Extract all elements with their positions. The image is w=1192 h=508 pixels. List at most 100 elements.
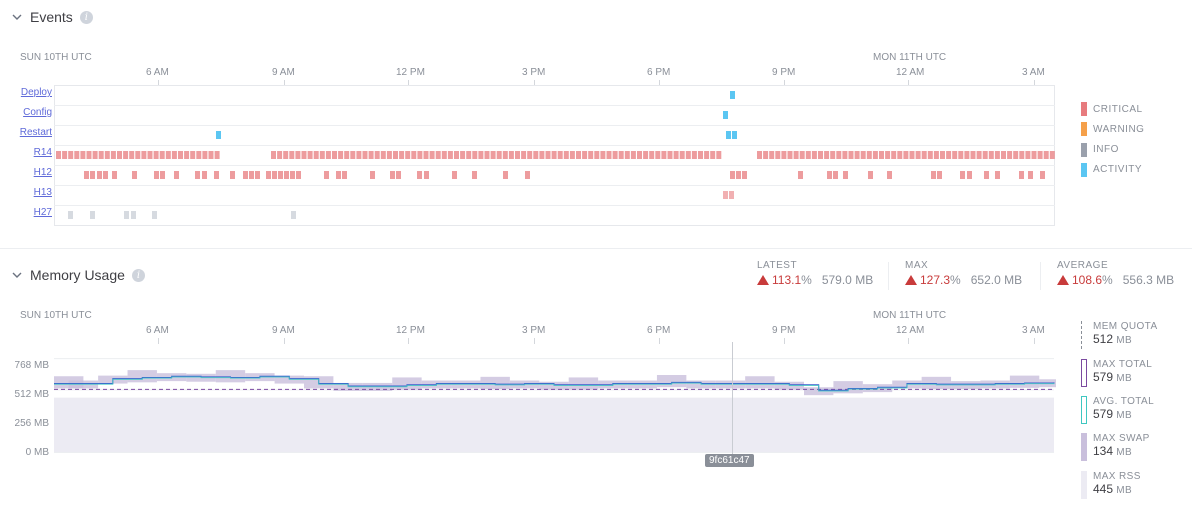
- events-section-header[interactable]: Events i: [12, 9, 93, 25]
- event-mark[interactable]: [208, 151, 214, 159]
- event-mark[interactable]: [291, 211, 296, 219]
- event-mark[interactable]: [811, 151, 817, 159]
- event-mark[interactable]: [525, 171, 530, 179]
- event-mark[interactable]: [1040, 171, 1045, 179]
- legend-max-rss[interactable]: MAX RSS 445 MB: [1081, 471, 1141, 499]
- event-mark[interactable]: [283, 151, 289, 159]
- event-mark[interactable]: [216, 131, 221, 139]
- event-mark[interactable]: [921, 151, 927, 159]
- event-mark[interactable]: [374, 151, 380, 159]
- event-mark[interactable]: [174, 171, 179, 179]
- event-mark[interactable]: [103, 171, 108, 179]
- event-mark[interactable]: [798, 171, 803, 179]
- event-mark[interactable]: [396, 171, 401, 179]
- event-mark[interactable]: [600, 151, 606, 159]
- event-mark[interactable]: [933, 151, 939, 159]
- event-mark[interactable]: [927, 151, 933, 159]
- event-mark[interactable]: [447, 151, 453, 159]
- row-label-restart[interactable]: Restart: [19, 127, 52, 138]
- legend-mem-quota[interactable]: MEM QUOTA 512 MB: [1081, 321, 1158, 349]
- event-mark[interactable]: [271, 151, 276, 159]
- event-mark[interactable]: [710, 151, 716, 159]
- event-mark[interactable]: [679, 151, 685, 159]
- event-mark[interactable]: [952, 151, 958, 159]
- event-mark[interactable]: [885, 151, 891, 159]
- event-mark[interactable]: [726, 131, 731, 139]
- event-mark[interactable]: [515, 151, 520, 159]
- event-mark[interactable]: [637, 151, 642, 159]
- event-mark[interactable]: [805, 151, 811, 159]
- event-mark[interactable]: [897, 151, 903, 159]
- event-mark[interactable]: [243, 171, 248, 179]
- event-mark[interactable]: [937, 171, 942, 179]
- event-mark[interactable]: [781, 151, 787, 159]
- event-mark[interactable]: [214, 171, 219, 179]
- event-mark[interactable]: [830, 151, 836, 159]
- event-mark[interactable]: [342, 171, 347, 179]
- event-mark[interactable]: [80, 151, 86, 159]
- event-mark[interactable]: [624, 151, 630, 159]
- event-mark[interactable]: [284, 171, 289, 179]
- event-mark[interactable]: [667, 151, 673, 159]
- legend-max-total[interactable]: MAX TOTAL 579 MB: [1081, 359, 1152, 387]
- event-mark[interactable]: [742, 171, 747, 179]
- event-mark[interactable]: [860, 151, 866, 159]
- event-mark[interactable]: [171, 151, 177, 159]
- event-mark[interactable]: [441, 151, 447, 159]
- event-mark[interactable]: [836, 151, 842, 159]
- event-mark[interactable]: [307, 151, 313, 159]
- event-mark[interactable]: [472, 151, 478, 159]
- event-mark[interactable]: [988, 151, 994, 159]
- event-mark[interactable]: [386, 151, 392, 159]
- event-mark[interactable]: [325, 151, 331, 159]
- event-mark[interactable]: [704, 151, 710, 159]
- event-mark[interactable]: [533, 151, 539, 159]
- event-mark[interactable]: [661, 151, 667, 159]
- event-mark[interactable]: [1007, 151, 1013, 159]
- event-mark[interactable]: [272, 171, 277, 179]
- event-mark[interactable]: [429, 151, 435, 159]
- event-mark[interactable]: [691, 151, 697, 159]
- event-mark[interactable]: [332, 151, 337, 159]
- event-mark[interactable]: [178, 151, 183, 159]
- event-mark[interactable]: [496, 151, 502, 159]
- event-mark[interactable]: [903, 151, 909, 159]
- event-mark[interactable]: [958, 151, 964, 159]
- event-mark[interactable]: [655, 151, 661, 159]
- event-mark[interactable]: [1037, 151, 1043, 159]
- event-mark[interactable]: [124, 211, 129, 219]
- event-mark[interactable]: [62, 151, 68, 159]
- event-mark[interactable]: [295, 151, 301, 159]
- event-mark[interactable]: [159, 151, 165, 159]
- event-mark[interactable]: [255, 171, 260, 179]
- event-mark[interactable]: [301, 151, 307, 159]
- row-label-h13[interactable]: H13: [33, 187, 52, 198]
- event-mark[interactable]: [527, 151, 533, 159]
- event-mark[interactable]: [521, 151, 527, 159]
- event-mark[interactable]: [466, 151, 472, 159]
- event-mark[interactable]: [775, 151, 781, 159]
- event-mark[interactable]: [278, 171, 283, 179]
- event-mark[interactable]: [1028, 171, 1033, 179]
- row-label-deploy[interactable]: Deploy: [20, 87, 52, 98]
- event-mark[interactable]: [356, 151, 362, 159]
- event-mark[interactable]: [868, 171, 873, 179]
- legend-avg-total[interactable]: AVG. TOTAL 579 MB: [1081, 396, 1154, 424]
- event-mark[interactable]: [56, 151, 61, 159]
- event-mark[interactable]: [716, 151, 722, 159]
- legend-item-info[interactable]: INFO: [1081, 142, 1119, 157]
- event-mark[interactable]: [160, 171, 165, 179]
- event-mark[interactable]: [324, 171, 329, 179]
- event-mark[interactable]: [266, 171, 271, 179]
- event-mark[interactable]: [249, 171, 254, 179]
- event-mark[interactable]: [842, 151, 848, 159]
- event-mark[interactable]: [872, 151, 878, 159]
- row-label-h12[interactable]: H12: [33, 167, 52, 178]
- event-mark[interactable]: [824, 151, 830, 159]
- event-mark[interactable]: [1043, 151, 1049, 159]
- event-mark[interactable]: [1019, 171, 1024, 179]
- event-mark[interactable]: [502, 151, 508, 159]
- event-mark[interactable]: [887, 171, 892, 179]
- event-mark[interactable]: [165, 151, 171, 159]
- event-mark[interactable]: [730, 171, 735, 179]
